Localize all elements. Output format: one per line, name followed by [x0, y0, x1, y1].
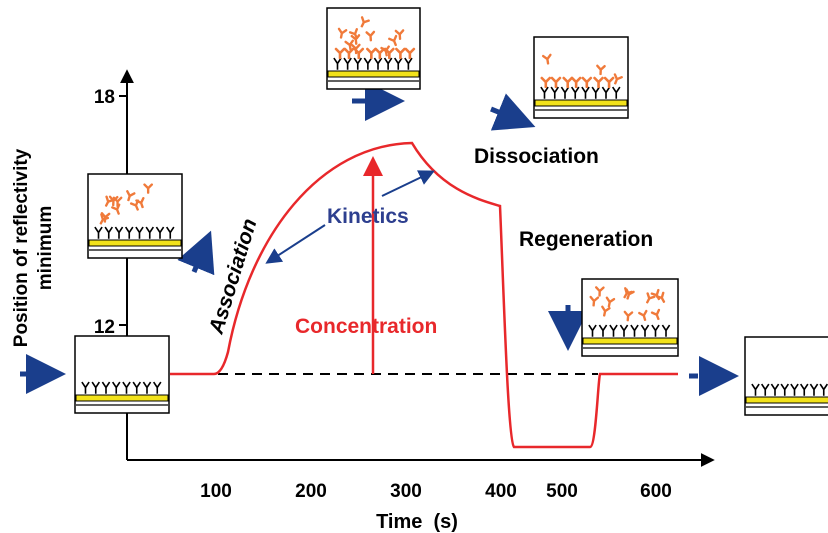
panel-baseline-left: [74, 335, 170, 414]
label-association: Association: [204, 216, 261, 338]
sensorgram-curve: [170, 141, 678, 449]
x-tick-label-600: 600: [640, 481, 672, 502]
label-concentration: Concentration: [295, 315, 437, 338]
panel-association: [87, 173, 183, 259]
x-tick-label-400: 400: [485, 481, 517, 502]
axes: 18 12 100 200 300 400 500 600 Time (s) P…: [11, 69, 715, 533]
kinetics-arrow-left: [265, 224, 326, 264]
flow-arrow-dissociation: [490, 93, 536, 131]
flow-arrow-association: [177, 230, 215, 276]
panel-steady-state: [326, 7, 421, 90]
sensor-surface-panels: [74, 7, 828, 416]
x-tick-label-500: 500: [546, 481, 578, 502]
y-tick-label-18: 18: [94, 87, 115, 108]
gold-sensor-layer: [745, 396, 828, 404]
y-axis-title-line2: minimum: [35, 206, 56, 290]
y-tick-label-12: 12: [94, 317, 115, 338]
x-axis-title: Time (s): [376, 511, 458, 533]
gold-sensor-layer: [582, 337, 678, 345]
panel-regeneration: [581, 278, 679, 357]
panel-baseline-right: [744, 336, 828, 416]
kinetics-arrow-right: [381, 170, 435, 197]
gold-sensor-layer: [88, 239, 182, 247]
gold-sensor-layer: [75, 394, 169, 402]
label-dissociation: Dissociation: [474, 145, 599, 168]
label-regeneration: Regeneration: [519, 228, 653, 251]
y-axis-title-line1: Position of reflectivity: [11, 148, 32, 347]
x-tick-label-100: 100: [200, 481, 232, 502]
panel-dissociation: [533, 36, 629, 119]
gold-sensor-layer: [327, 70, 420, 78]
x-tick-label-200: 200: [295, 481, 327, 502]
gold-sensor-layer: [534, 99, 628, 107]
x-tick-label-300: 300: [390, 481, 422, 502]
label-kinetics: Kinetics: [327, 205, 409, 228]
